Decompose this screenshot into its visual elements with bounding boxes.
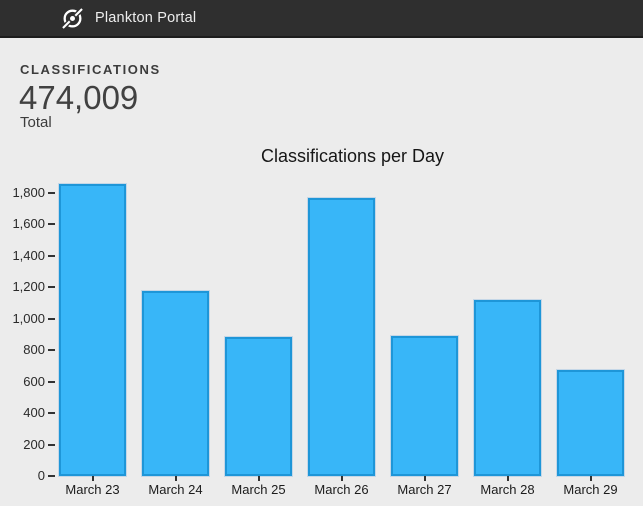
y-axis-tick [48, 380, 55, 383]
classifications-count: 474,009 [19, 79, 139, 116]
zooniverse-logo-icon [62, 7, 83, 29]
y-axis-tick-label: 1,400 [12, 247, 45, 263]
y-axis-tick-label: 200 [23, 436, 45, 452]
bar-march-25[interactable] [225, 336, 292, 476]
bar-march-23[interactable] [59, 183, 126, 476]
x-axis-tick-label: March 24 [148, 482, 203, 497]
x-axis-tick [257, 476, 260, 481]
y-axis-tick-label: 0 [37, 468, 45, 483]
y-axis-tick [48, 192, 55, 194]
app-title: Plankton Portal [95, 10, 197, 26]
y-axis-tick-label: 1,200 [12, 279, 45, 295]
classifications-total-label: Total [20, 114, 52, 131]
x-axis-tick [589, 476, 592, 481]
bar-march-29[interactable] [557, 369, 624, 476]
app-header: Plankton Portal [0, 0, 643, 38]
bar-march-26[interactable] [308, 197, 375, 476]
x-axis-tick [340, 476, 343, 481]
classifications-label: CLASSIFICATIONS [20, 62, 161, 77]
y-axis-tick-label: 800 [23, 342, 45, 358]
y-axis-tick [48, 286, 55, 289]
x-axis-tick-label: March 25 [231, 482, 286, 497]
chart-title: Classifications per Day [260, 146, 445, 166]
bar-march-24[interactable] [142, 291, 209, 476]
y-axis-tick [48, 317, 55, 320]
x-axis-tick-label: March 29 [563, 482, 618, 497]
header-brand[interactable]: Plankton Portal [0, 7, 197, 29]
x-axis-tick-label: March 23 [65, 482, 120, 497]
x-axis-tick-label: March 26 [314, 482, 369, 497]
y-axis-tick-label: 1,800 [12, 185, 45, 200]
y-axis-tick [48, 223, 55, 226]
y-axis-tick [48, 475, 55, 477]
x-axis-tick-label: March 28 [480, 482, 535, 497]
x-axis-tick [174, 476, 177, 481]
y-axis-tick [48, 412, 55, 415]
y-axis-tick-label: 600 [23, 373, 45, 389]
y-axis-tick-label: 1,000 [12, 310, 45, 326]
bar-march-27[interactable] [391, 336, 458, 476]
x-axis-tick [91, 476, 94, 481]
y-axis-tick [48, 254, 55, 257]
x-axis-tick-label: March 27 [397, 482, 452, 497]
y-axis-tick-label: 1,600 [12, 216, 45, 232]
y-axis-tick [48, 443, 55, 446]
bar-march-28[interactable] [474, 299, 541, 476]
y-axis-tick-label: 400 [23, 405, 45, 421]
x-axis-tick [423, 476, 426, 481]
y-axis-tick [48, 349, 55, 352]
x-axis-tick [506, 476, 509, 481]
